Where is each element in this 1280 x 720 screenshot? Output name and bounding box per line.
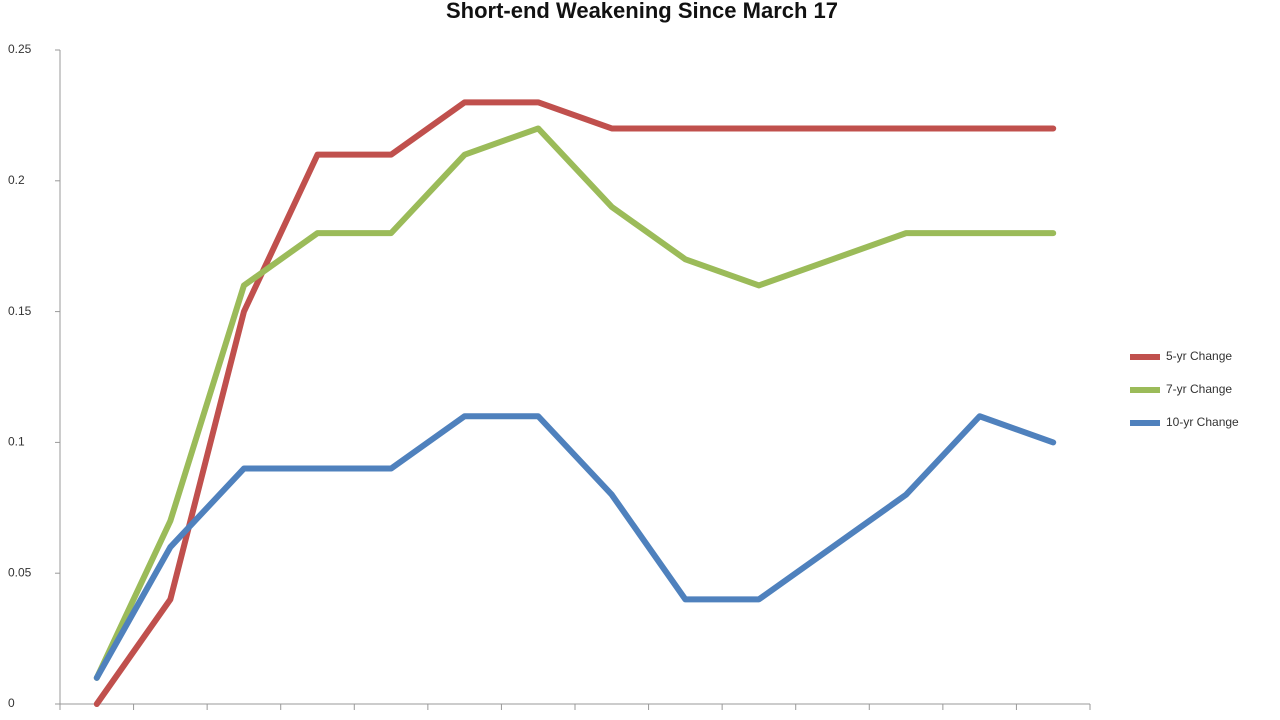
y-tick-label: 0.15 bbox=[8, 304, 32, 318]
chart-title: Short-end Weakening Since March 17 bbox=[446, 0, 838, 23]
y-tick-label: 0 bbox=[8, 696, 15, 710]
y-tick-label: 0.2 bbox=[8, 173, 25, 187]
legend-label: 7-yr Change bbox=[1166, 382, 1232, 396]
legend-label: 10-yr Change bbox=[1166, 415, 1239, 429]
y-tick-label: 0.1 bbox=[8, 435, 25, 449]
series-line bbox=[93, 125, 1057, 681]
legend-label: 5-yr Change bbox=[1166, 349, 1232, 363]
y-tick-label: 0.05 bbox=[8, 565, 32, 579]
y-tick-label: 0.25 bbox=[8, 42, 32, 56]
series-line bbox=[93, 413, 1057, 681]
series-line bbox=[93, 99, 1057, 707]
